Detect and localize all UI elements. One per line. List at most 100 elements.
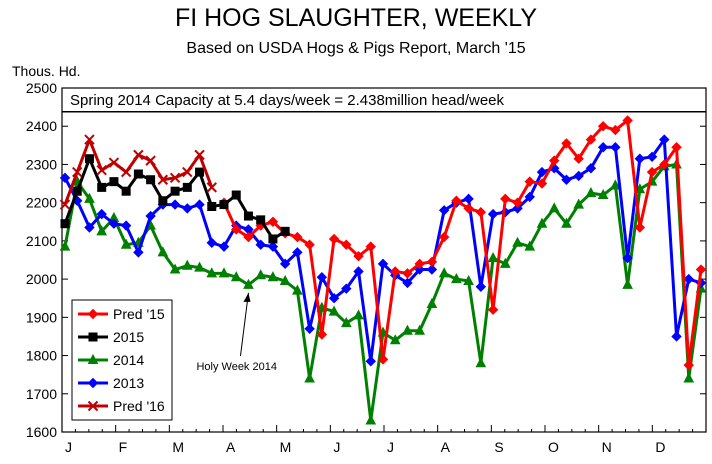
y-tick-label: 2100 [26,233,57,249]
marker-stroke [145,155,156,166]
data-point-2013 [255,239,266,250]
data-point-2013 [536,166,548,178]
data-point-pred-15 [610,124,621,136]
data-point-pred-15 [414,258,425,270]
data-point-2015 [219,200,229,210]
data-point-2015 [121,186,131,196]
data-point-2014 [181,259,193,270]
data-point-pred-15 [328,233,340,245]
data-point-2014 [218,267,230,278]
data-point-pred-15 [463,203,474,214]
data-point-2015 [170,186,180,196]
data-point-2013 [267,241,279,252]
data-point-pred-16 [59,199,71,210]
data-point-pred-15 [451,195,462,206]
legend-item-2015: 2015 [78,329,144,345]
data-point-2014 [536,217,548,228]
data-point-2013 [328,293,340,304]
legend-label: Pred '16 [113,398,165,414]
data-point-2013 [475,281,487,292]
data-point-2014 [84,192,95,203]
y-tick-label: 2000 [26,271,57,287]
data-point-pred-15 [438,231,450,243]
y-axis-label: Thous. Hd. [12,63,80,79]
data-point-2013 [59,172,71,184]
data-point-2014 [463,274,474,286]
data-point-pred-15 [500,193,511,205]
data-point-pred-15 [402,268,413,279]
marker-stroke [206,182,217,193]
data-point-2014 [169,263,181,274]
y-tick-label: 2300 [26,156,57,172]
marker-stroke [87,400,99,412]
data-point-pred-15 [695,264,707,275]
marker-stroke [96,164,107,176]
data-point-2014 [475,357,487,368]
data-point-2013 [426,264,438,275]
data-point-pred-16 [133,149,144,161]
data-point-pred-15 [304,239,315,250]
data-point-2013 [377,258,389,270]
data-point-2013 [279,258,291,270]
legend-item-pred-16: Pred '16 [78,398,165,414]
data-point-2015 [109,177,119,187]
data-point-pred-15 [561,138,572,149]
legend-swatch-marker [88,332,98,342]
legend-item-2014: 2014 [78,352,144,368]
data-point-2015 [182,182,192,192]
data-point-2014 [279,274,291,286]
series-pred-15 [218,115,707,371]
data-point-2013 [365,356,376,367]
y-tick-label: 2400 [26,118,57,134]
y-tick-label: 2200 [26,195,57,211]
marker-stroke [108,157,120,168]
series-line-pred-15 [222,118,703,367]
data-point-pred-16 [169,172,181,184]
data-point-2014 [157,246,169,257]
capacity-annotation: Spring 2014 Capacity at 5.4 days/week = … [70,92,505,109]
data-point-2013 [402,277,413,289]
y-tick-label: 1600 [26,424,57,440]
data-point-2013 [353,266,364,277]
data-point-pred-15 [622,115,633,126]
data-point-pred-15 [524,176,535,187]
data-point-2013 [341,283,352,294]
data-point-2013 [194,199,205,210]
data-point-2015 [268,234,278,244]
data-point-pred-15 [243,231,254,243]
data-point-2013 [597,142,609,153]
data-point-2013 [182,203,193,214]
data-point-2014 [365,414,377,425]
data-point-pred-15 [671,142,682,153]
legend-item-pred-15: Pred '15 [78,306,165,322]
legend-item-2013: 2013 [78,375,144,391]
data-point-2015 [97,182,107,192]
data-point-2014 [255,269,267,280]
data-point-pred-15 [585,134,597,145]
data-point-2013 [316,271,328,283]
marker-stroke [194,149,205,161]
data-point-pred-16 [84,134,95,145]
legend-label: 2014 [113,352,144,368]
data-point-2013 [622,252,633,264]
legend-swatch-marker [87,400,99,412]
data-point-2015 [133,169,143,179]
data-point-2013 [292,247,303,258]
marker-stroke [72,166,83,178]
data-point-pred-15 [659,159,670,170]
y-axis: 1600 1700 1800 1900 2000 2100 2200 2300 2400 2500 [26,80,706,440]
data-point-2014 [573,198,585,209]
data-point-2014 [561,217,572,228]
data-point-2013 [659,134,670,145]
x-tick-label: A [441,439,451,455]
data-point-2013 [561,174,572,185]
data-point-2015 [72,186,82,196]
legend-swatch-marker [87,377,99,389]
data-point-pred-15 [634,222,646,233]
data-point-2014 [194,261,205,272]
data-point-2014 [414,324,426,335]
data-point-2013 [671,331,682,342]
data-point-pred-16 [120,166,132,178]
series-layer [59,115,707,425]
data-point-2013 [108,218,120,229]
